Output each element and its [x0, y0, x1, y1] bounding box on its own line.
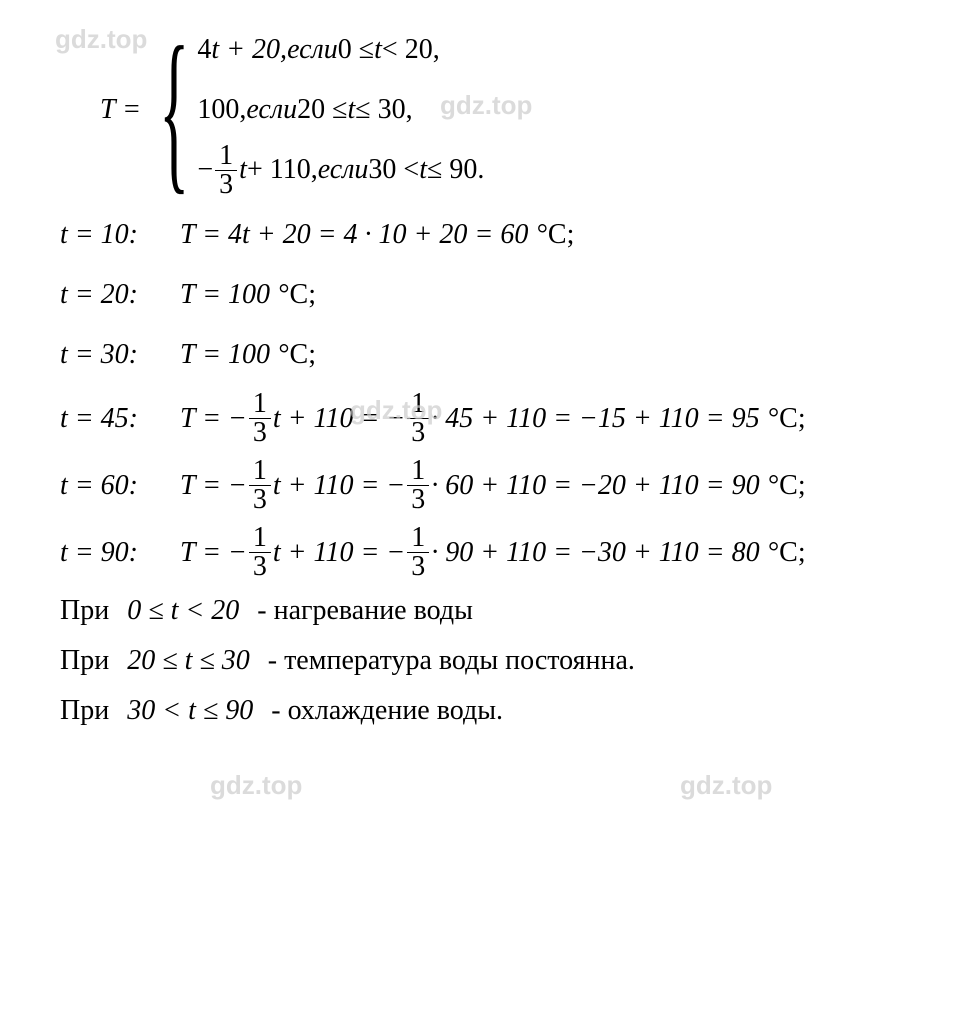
c2-c: t: [347, 94, 355, 126]
c3-b: + 110,: [247, 154, 318, 186]
l2-deg: °C;: [278, 279, 316, 311]
l5-expr: T = − 1 3 t + 110 = − 1 3 · 60 + 110 = −…: [180, 457, 806, 514]
c3-neg: −: [197, 154, 213, 186]
c1-c: 0 ≤: [338, 34, 374, 66]
l5-lhs: t = 60:: [60, 470, 180, 502]
l3-a: T = 100: [180, 339, 270, 371]
desc-line-1: При 0 ≤ t < 20 - нагревание воды: [60, 591, 920, 631]
desc-line-2: При 20 ≤ t ≤ 30 - температура воды посто…: [60, 641, 920, 681]
watermark-5: gdz.top: [680, 770, 772, 801]
page: gdz.top gdz.top gdz.top gdz.top gdz.top …: [0, 0, 960, 761]
c3-frac: 1 3: [215, 142, 237, 199]
c3-if: если: [318, 154, 369, 186]
l4-deg: °C;: [768, 403, 806, 435]
t3-c: - охлаждение воды.: [271, 695, 503, 727]
c3-c: 30 <: [368, 154, 419, 186]
l6-d1: 3: [249, 552, 271, 581]
c1-d: t: [374, 34, 382, 66]
t2-a: При: [60, 645, 109, 677]
eval-line-6: t = 90: T = − 1 3 t + 110 = − 1 3 · 90 +…: [60, 524, 920, 581]
l4-f1: 1 3: [249, 390, 271, 447]
l3-deg: °C;: [278, 339, 316, 371]
l6-f2: 1 3: [407, 524, 429, 581]
c2-b: 20 ≤: [297, 94, 347, 126]
watermark-4: gdz.top: [210, 770, 302, 801]
l5-d1: 3: [249, 485, 271, 514]
l6-deg: °C;: [768, 537, 806, 569]
l4-n2: 1: [407, 390, 429, 418]
l5-b: t + 110 = −: [273, 470, 405, 502]
l4-a: T = −: [180, 403, 247, 435]
l6-f1: 1 3: [249, 524, 271, 581]
c3-e: ≤ 90.: [427, 154, 484, 186]
l5-f2: 1 3: [407, 457, 429, 514]
desc-line-3: При 30 < t ≤ 90 - охлаждение воды.: [60, 691, 920, 731]
piecewise-def: T = { 4 t + 20, если 0 ≤ t < 20, 100, ес…: [100, 20, 920, 200]
l4-n1: 1: [249, 390, 271, 418]
case-2: 100, если 20 ≤ t ≤ 30,: [197, 80, 484, 140]
t3-a: При: [60, 695, 109, 727]
c1-if: если: [287, 34, 338, 66]
piecewise-cases: 4 t + 20, если 0 ≤ t < 20, 100, если 20 …: [197, 20, 484, 200]
c3-den: 3: [215, 170, 237, 199]
l5-f1: 1 3: [249, 457, 271, 514]
l4-f2: 1 3: [407, 390, 429, 447]
l1-expr: T = 4t + 20 = 4 · 10 + 20 = 60 °C;: [180, 219, 574, 251]
c3-num: 1: [215, 142, 237, 170]
brace-icon: {: [159, 20, 189, 200]
l4-lhs: t = 45:: [60, 403, 180, 435]
l6-expr: T = − 1 3 t + 110 = − 1 3 · 90 + 110 = −…: [180, 524, 806, 581]
piecewise-lhs: T =: [100, 94, 141, 126]
case-1: 4 t + 20, если 0 ≤ t < 20,: [197, 20, 484, 80]
l1-a: T = 4t + 20 = 4 · 10 + 20 = 60: [180, 219, 528, 251]
t1-a: При: [60, 595, 109, 627]
c1-b: t + 20,: [211, 34, 287, 66]
l2-expr: T = 100 °C;: [180, 279, 316, 311]
c2-a: 100,: [197, 94, 246, 126]
l5-n1: 1: [249, 457, 271, 485]
eval-line-5: t = 60: T = − 1 3 t + 110 = − 1 3 · 60 +…: [60, 457, 920, 514]
l1-deg: °C;: [537, 219, 575, 251]
eval-line-3: t = 30: T = 100 °C;: [60, 330, 920, 380]
c1-e: < 20,: [382, 34, 440, 66]
l6-lhs: t = 90:: [60, 537, 180, 569]
l4-b: t + 110 = −: [273, 403, 405, 435]
l5-deg: °C;: [768, 470, 806, 502]
t2-c: - температура воды постоянна.: [268, 645, 635, 677]
c2-if: если: [246, 94, 297, 126]
l4-c: · 45 + 110 = −15 + 110 = 95: [431, 403, 759, 435]
l5-a: T = −: [180, 470, 247, 502]
c3-d: t: [419, 154, 427, 186]
eval-line-4: t = 45: T = − 1 3 t + 110 = − 1 3 · 45 +…: [60, 390, 920, 447]
c3-a: t: [239, 154, 247, 186]
l1-lhs: t = 10:: [60, 219, 180, 251]
c2-d: ≤ 30,: [355, 94, 412, 126]
l2-a: T = 100: [180, 279, 270, 311]
c1-a: 4: [197, 34, 211, 66]
l4-d2: 3: [407, 418, 429, 447]
l2-lhs: t = 20:: [60, 279, 180, 311]
l3-lhs: t = 30:: [60, 339, 180, 371]
eval-line-1: t = 10: T = 4t + 20 = 4 · 10 + 20 = 60 °…: [60, 210, 920, 260]
l6-a: T = −: [180, 537, 247, 569]
t1-c: - нагревание воды: [257, 595, 473, 627]
l5-d2: 3: [407, 485, 429, 514]
l6-d2: 3: [407, 552, 429, 581]
eval-line-2: t = 20: T = 100 °C;: [60, 270, 920, 320]
l4-d1: 3: [249, 418, 271, 447]
case-3: − 1 3 t + 110, если 30 < t ≤ 90.: [197, 140, 484, 200]
l6-n1: 1: [249, 524, 271, 552]
l6-c: · 90 + 110 = −30 + 110 = 80: [431, 537, 759, 569]
l3-expr: T = 100 °C;: [180, 339, 316, 371]
l5-c: · 60 + 110 = −20 + 110 = 90: [431, 470, 759, 502]
l6-n2: 1: [407, 524, 429, 552]
l6-b: t + 110 = −: [273, 537, 405, 569]
l5-n2: 1: [407, 457, 429, 485]
l4-expr: T = − 1 3 t + 110 = − 1 3 · 45 + 110 = −…: [180, 390, 806, 447]
